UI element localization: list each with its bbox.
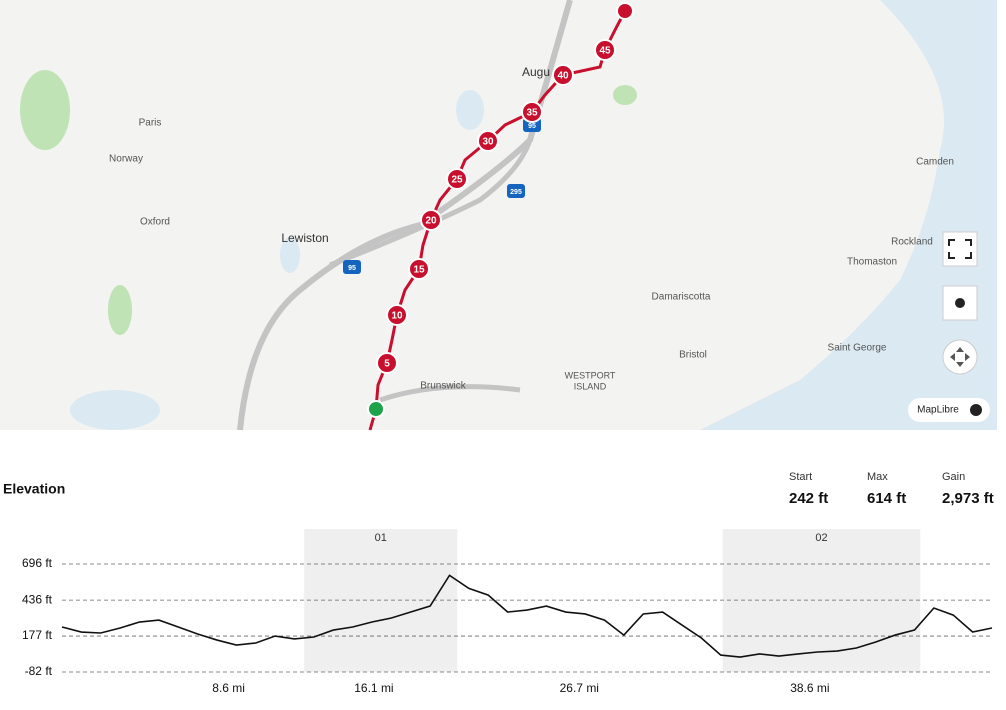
attribution[interactable]: MapLibre [917, 405, 959, 416]
route-marker [386, 304, 408, 326]
forest [613, 85, 637, 105]
stat-value: 242 ft [789, 490, 828, 507]
map[interactable]: 95 295 95 Paris Norway Oxford Lewiston B… [0, 0, 997, 431]
route-marker [594, 39, 616, 61]
highway [329, 139, 533, 268]
place-label: Bristol [679, 350, 707, 361]
segment-label: 02 [815, 532, 827, 544]
shield-label: 95 [348, 265, 356, 272]
route-marker [408, 258, 430, 280]
compass-icon [950, 347, 970, 367]
route-marker-label: 20 [425, 216, 437, 227]
place-label: Augu [522, 65, 550, 79]
y-tick-label: 436 ft [22, 592, 53, 606]
shield-label: 95 [528, 123, 536, 130]
y-tick-label: 177 ft [22, 628, 53, 642]
attribution-box [908, 398, 990, 422]
place-label: Rockland [891, 237, 933, 248]
lake [456, 90, 484, 130]
forest [20, 70, 70, 150]
place-label: Camden [916, 157, 954, 168]
stat-label: Start [789, 471, 812, 483]
place-label: Thomaston [847, 257, 897, 268]
place-label: WESTPORT [565, 370, 616, 380]
map-controls: MapLibre [908, 231, 990, 422]
route-marker [521, 101, 543, 123]
sea [700, 0, 997, 430]
route-marker [446, 168, 468, 190]
route [368, 10, 627, 431]
elevation-line [61, 574, 993, 658]
route-marker [376, 352, 398, 374]
stat-label: Max [867, 471, 888, 483]
y-tick-label: -82 ft [25, 664, 53, 678]
stats: Start 242 ft Max 614 ft Gain 2,973 ft [789, 471, 994, 507]
place-label: Oxford [140, 217, 170, 228]
elevation-title: Elevation [3, 481, 65, 497]
route-marker-label: 35 [526, 108, 538, 119]
fullscreen-icon [948, 239, 972, 259]
compass-button[interactable] [942, 339, 978, 375]
route-marker-label: 10 [391, 311, 403, 322]
highway [237, 0, 573, 431]
highway [379, 384, 521, 403]
stat-value: 2,973 ft [942, 490, 994, 507]
lake [280, 237, 300, 273]
place-label: Damariscotta [652, 292, 711, 303]
place-label: Lewiston [281, 231, 328, 245]
route-marker [552, 64, 574, 86]
segment-band [304, 529, 458, 672]
place-label: ISLAND [574, 381, 607, 391]
route-marker-label: 40 [557, 71, 569, 82]
x-tick-label: 8.6 mi [212, 681, 245, 695]
place-label: Norway [109, 154, 143, 165]
route-marker-label: 5 [384, 359, 390, 370]
x-tick-label: 26.7 mi [560, 681, 599, 695]
segment-label: 01 [375, 532, 387, 544]
route-start[interactable] [367, 400, 385, 418]
route-marker [477, 130, 499, 152]
lake [70, 390, 160, 430]
route-marker-label: 15 [413, 265, 425, 276]
place-label: Brunswick [420, 381, 467, 392]
info-icon[interactable] [970, 404, 982, 416]
route-marker [420, 209, 442, 231]
y-tick-label: 696 ft [22, 556, 53, 570]
shield-label: 295 [510, 189, 522, 196]
place-label: Saint George [828, 343, 887, 354]
route-marker-label: 30 [482, 137, 494, 148]
stat-label: Gain [942, 471, 965, 483]
place-label: Paris [139, 118, 162, 129]
route-marker-label: 25 [451, 175, 463, 186]
route-end[interactable] [616, 2, 634, 20]
segment-band [722, 529, 921, 672]
stat-value: 614 ft [867, 490, 906, 507]
fullscreen-button[interactable] [942, 231, 978, 267]
elevation-chart: 01 02 -82 ft 177 ft 436 ft 696 ft 8.6 mi 16.1 m… [22, 529, 993, 695]
forest [108, 285, 132, 335]
locate-icon [955, 298, 965, 308]
route-marker-label: 45 [599, 46, 611, 57]
x-tick-label: 16.1 mi [354, 681, 393, 695]
x-tick-label: 38.6 mi [790, 681, 829, 695]
